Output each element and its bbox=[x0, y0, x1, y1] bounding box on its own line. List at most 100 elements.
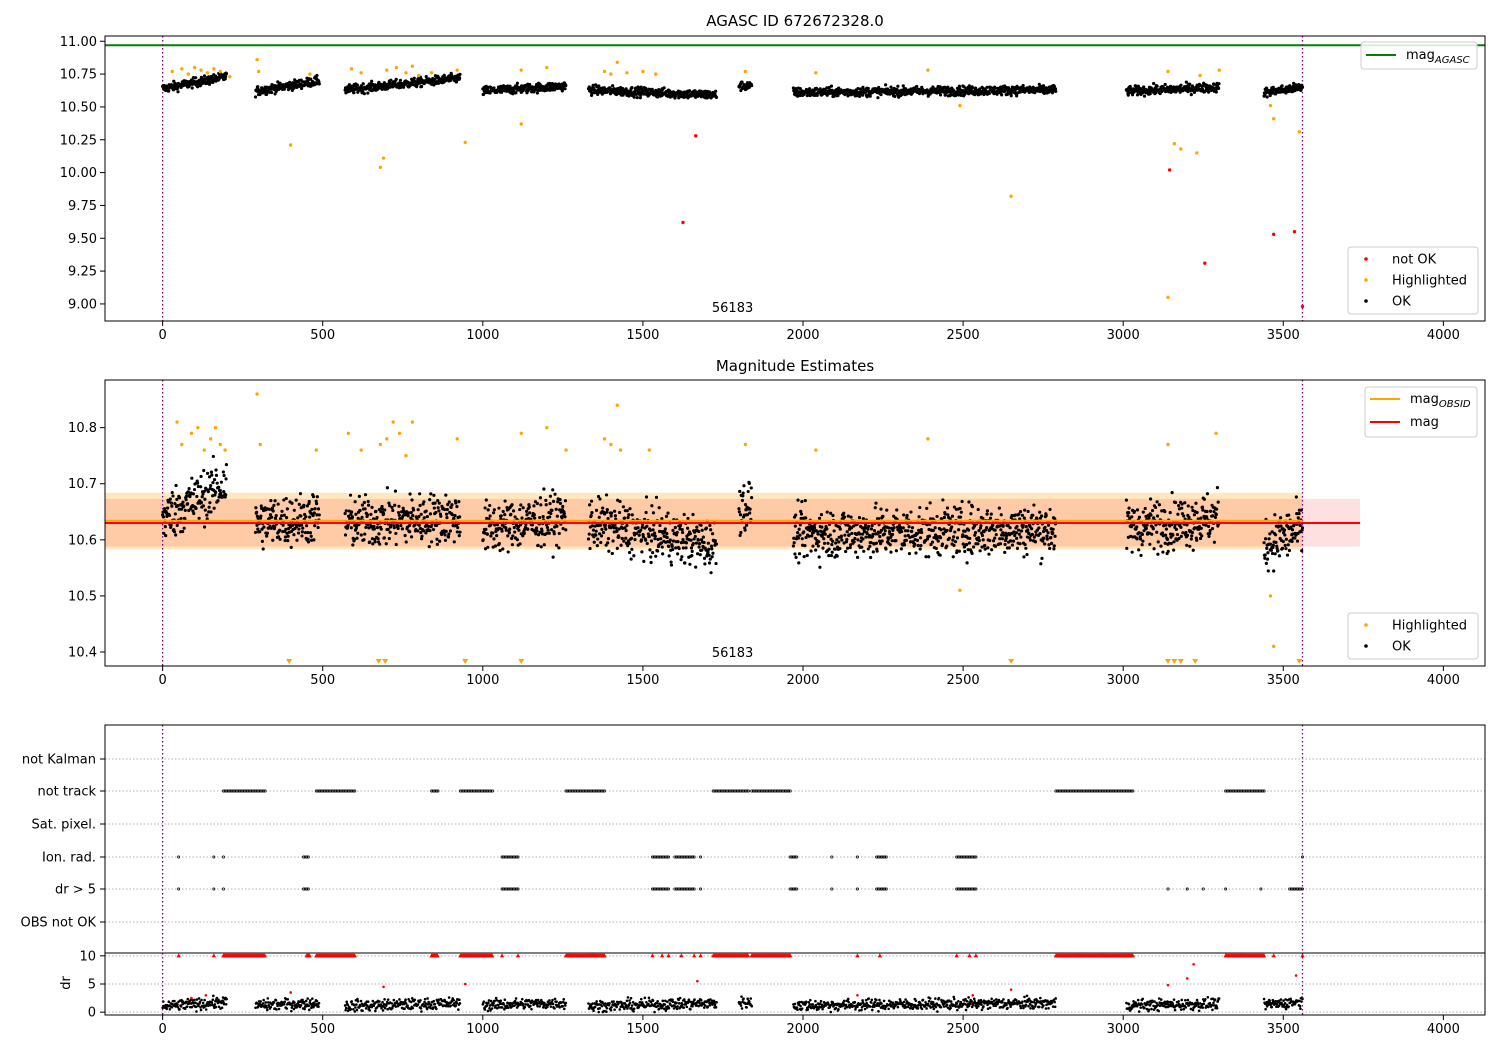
ok-point bbox=[819, 513, 824, 517]
highlighted-point bbox=[1179, 147, 1183, 151]
ok-point bbox=[690, 553, 694, 558]
ok-point bbox=[205, 471, 210, 475]
ok-point bbox=[199, 474, 203, 479]
ok-point bbox=[486, 508, 490, 512]
ok-point bbox=[710, 555, 714, 559]
ok-point bbox=[445, 507, 449, 512]
ok-point bbox=[855, 555, 860, 559]
not-ok-point bbox=[1271, 232, 1276, 237]
ok-point bbox=[532, 513, 536, 517]
ok-point bbox=[352, 91, 356, 95]
ok-point bbox=[1021, 83, 1025, 88]
ok-point bbox=[363, 507, 367, 511]
ok-point bbox=[803, 498, 807, 503]
ok-point bbox=[668, 538, 672, 542]
ok-point bbox=[170, 504, 174, 508]
ok-point bbox=[182, 504, 186, 508]
ok-point bbox=[376, 537, 380, 541]
ok-point bbox=[639, 528, 643, 532]
ok-point bbox=[1043, 525, 1047, 530]
ok-point bbox=[1130, 515, 1134, 519]
ok-point bbox=[1031, 513, 1035, 517]
ok-point bbox=[648, 528, 652, 533]
ok-point bbox=[315, 495, 319, 499]
ok-point bbox=[1273, 533, 1278, 537]
ok-point bbox=[644, 495, 649, 499]
ok-point bbox=[553, 492, 557, 496]
ok-point bbox=[484, 527, 488, 531]
highlighted-point bbox=[1172, 141, 1177, 146]
highlighted-point bbox=[1268, 594, 1273, 598]
ok-point bbox=[313, 524, 317, 528]
ok-point bbox=[811, 544, 815, 548]
ok-point bbox=[1141, 510, 1145, 514]
ok-point bbox=[807, 534, 811, 538]
ok-point bbox=[518, 507, 522, 512]
ok-point bbox=[709, 528, 713, 532]
ok-point bbox=[901, 526, 905, 530]
ok-point bbox=[369, 512, 373, 517]
ok-point bbox=[175, 497, 179, 501]
ok-point bbox=[1039, 562, 1043, 566]
magnitude-obsid-annotation: 56183 bbox=[712, 646, 753, 661]
highlighted-point bbox=[743, 442, 748, 447]
ok-point bbox=[286, 88, 291, 92]
ok-point bbox=[1173, 500, 1178, 505]
ok-point bbox=[627, 513, 631, 517]
not-ok-point bbox=[1300, 304, 1305, 309]
ok-point bbox=[1148, 542, 1152, 546]
ok-point bbox=[365, 513, 370, 517]
highlighted-point bbox=[654, 72, 658, 76]
ok-point bbox=[445, 516, 449, 520]
ok-point bbox=[1165, 537, 1170, 542]
ok-point bbox=[561, 504, 565, 509]
ok-point bbox=[1274, 540, 1278, 544]
ok-point bbox=[884, 547, 888, 551]
ok-point bbox=[927, 534, 932, 538]
ok-point bbox=[925, 506, 929, 510]
ok-point bbox=[419, 530, 423, 535]
ok-point bbox=[934, 546, 938, 551]
ok-point bbox=[518, 542, 522, 546]
ok-point bbox=[852, 540, 856, 544]
ok-point bbox=[969, 512, 973, 516]
ok-point bbox=[691, 512, 695, 517]
ok-point bbox=[497, 506, 501, 510]
ok-point bbox=[260, 539, 265, 543]
highlighted-point bbox=[170, 69, 174, 74]
ok-point bbox=[884, 83, 888, 87]
ok-point bbox=[887, 526, 891, 530]
ok-point bbox=[253, 530, 258, 534]
ok-point bbox=[1045, 534, 1049, 538]
ok-point bbox=[714, 89, 718, 93]
ok-point bbox=[400, 527, 404, 531]
ok-point bbox=[622, 516, 627, 520]
ok-point bbox=[671, 547, 675, 552]
ok-point bbox=[397, 504, 401, 508]
x-tick-label: 0 bbox=[158, 673, 166, 688]
ok-point bbox=[973, 530, 978, 535]
highlighted-point bbox=[926, 68, 930, 72]
ok-point bbox=[1199, 516, 1203, 520]
ok-point bbox=[1195, 510, 1199, 515]
ok-point bbox=[535, 526, 539, 530]
ok-point bbox=[1290, 539, 1294, 544]
ok-point bbox=[650, 87, 654, 91]
ok-point bbox=[804, 516, 808, 520]
ok-point bbox=[679, 558, 683, 562]
ok-point bbox=[1024, 524, 1028, 529]
ok-point bbox=[424, 509, 428, 513]
ok-point bbox=[1152, 81, 1156, 86]
ok-point bbox=[186, 502, 190, 506]
ok-point bbox=[1053, 534, 1057, 538]
ok-point bbox=[803, 543, 807, 548]
ok-point bbox=[432, 506, 436, 510]
ok-point bbox=[1156, 540, 1160, 544]
ok-point bbox=[1148, 92, 1152, 96]
ok-point bbox=[890, 532, 895, 537]
ok-point bbox=[987, 552, 991, 556]
ok-point bbox=[660, 545, 664, 549]
ok-point bbox=[506, 550, 510, 554]
ok-point bbox=[1205, 492, 1210, 496]
